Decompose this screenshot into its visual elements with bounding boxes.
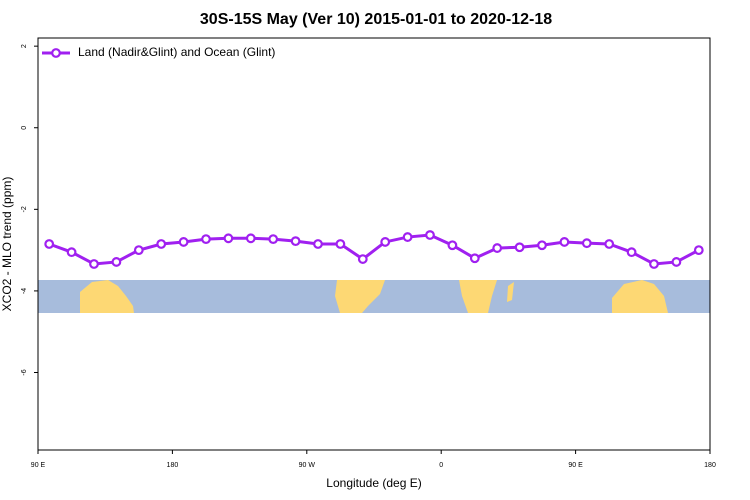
point bbox=[335, 239, 346, 249]
y-tick-label: -2 bbox=[21, 206, 28, 212]
point bbox=[89, 259, 99, 269]
point bbox=[537, 240, 547, 251]
point bbox=[671, 257, 682, 267]
point bbox=[156, 239, 167, 249]
point bbox=[44, 239, 55, 249]
x-axis-label: Longitude (deg E) bbox=[326, 476, 421, 490]
point bbox=[693, 245, 704, 256]
point bbox=[178, 237, 189, 247]
point bbox=[111, 257, 122, 267]
point bbox=[626, 247, 637, 258]
point bbox=[447, 240, 458, 251]
legend-marker bbox=[51, 48, 61, 58]
point bbox=[469, 253, 480, 264]
point bbox=[492, 243, 503, 253]
point bbox=[268, 234, 279, 245]
point bbox=[290, 236, 301, 247]
map-strip bbox=[38, 280, 710, 313]
point bbox=[604, 239, 615, 249]
point bbox=[245, 233, 256, 244]
plot-frame bbox=[37, 37, 711, 451]
x-tick-label: 0 bbox=[439, 462, 443, 469]
y-tick-label: 0 bbox=[21, 126, 28, 130]
point bbox=[425, 230, 435, 240]
point bbox=[380, 237, 391, 247]
legend-label: Land (Nadir&Glint) and Ocean (Glint) bbox=[78, 45, 275, 59]
point bbox=[357, 254, 368, 264]
y-axis-label: XCO2 - MLO trend (ppm) bbox=[0, 177, 14, 312]
point bbox=[581, 238, 592, 249]
y-tick-label: 2 bbox=[21, 44, 28, 48]
y-tick-label: -6 bbox=[21, 369, 28, 375]
point bbox=[402, 232, 413, 242]
point bbox=[201, 234, 211, 245]
x-tick-label: 180 bbox=[704, 462, 716, 469]
point bbox=[66, 247, 77, 258]
chart-title: 30S-15S May (Ver 10) 2015-01-01 to 2020-… bbox=[200, 11, 552, 28]
x-tick-label: 180 bbox=[167, 462, 179, 469]
x-tick-label: 90 E bbox=[568, 462, 583, 469]
y-tick-label: -4 bbox=[21, 288, 28, 294]
point bbox=[559, 237, 570, 247]
point bbox=[313, 239, 323, 249]
point bbox=[649, 259, 659, 269]
point bbox=[514, 242, 525, 253]
series-line bbox=[48, 233, 700, 266]
point bbox=[133, 245, 144, 256]
x-tick-label: 90 E bbox=[31, 462, 46, 469]
point bbox=[223, 233, 234, 244]
x-tick-label: 90 W bbox=[299, 462, 316, 469]
